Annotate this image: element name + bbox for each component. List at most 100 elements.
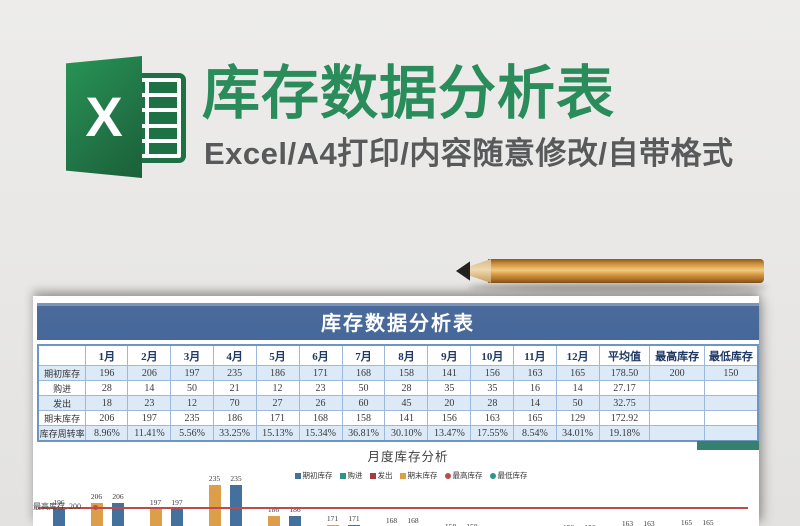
legend-label: 期初库存: [302, 471, 333, 480]
data-cell: 8.96%: [85, 425, 129, 442]
bar-label: 197: [149, 497, 162, 507]
bar-label: 235: [230, 474, 242, 484]
max-marker-dot-icon: [93, 505, 98, 510]
legend-swatch-icon: [294, 472, 301, 479]
legend-item: 发出: [369, 470, 393, 481]
bar-label: 206: [90, 492, 103, 502]
sheet-banner: 库存数据分析表: [37, 303, 759, 340]
bar: [267, 515, 280, 526]
data-cell: [649, 395, 705, 411]
logo-x-panel-icon: X: [66, 56, 142, 178]
data-cell: 197: [170, 365, 214, 381]
data-cell: 5.56%: [170, 425, 214, 442]
bar-label: 158: [438, 522, 464, 526]
table-row: 期初库存 196 206 197 235 186 171 168 158 141 156 163 165…: [37, 365, 759, 381]
data-cell: 11.41%: [127, 425, 172, 442]
bar-label: 165: [680, 517, 693, 526]
bar: [289, 515, 301, 526]
bar-label: 168: [385, 515, 398, 525]
data-cell: 60: [341, 395, 386, 411]
table-row: 购进 28 14 50 21 12 23 50 28 35 35 16 14 27.17: [37, 380, 759, 396]
legend-label: 期末库存: [407, 471, 438, 480]
bar: [348, 524, 360, 526]
bar: [149, 508, 162, 526]
data-cell: 171: [298, 365, 343, 381]
bar: [171, 508, 183, 526]
pencil-graphite-tip: [456, 261, 470, 281]
legend-label: 最低库存: [497, 471, 528, 480]
bar-label: 171: [348, 513, 360, 523]
legend-swatch-icon: [339, 472, 346, 479]
table-header-cell: 最低库存: [703, 344, 759, 366]
logo-letter: X: [85, 85, 123, 148]
bar-label: 168: [407, 515, 419, 525]
bar-label: 197: [171, 497, 183, 507]
bar: [326, 524, 339, 526]
data-cell: 17.55%: [470, 425, 515, 442]
hero-title: 库存数据分析表: [202, 61, 616, 126]
row-label-cell: 库存周转率: [37, 425, 87, 442]
bar: [208, 485, 221, 526]
bar-label: 186: [267, 504, 280, 514]
bar-label: 171: [326, 513, 339, 523]
data-cell: 158: [341, 410, 386, 426]
legend-item: 购进: [339, 470, 363, 481]
table-header-cell: 4月: [212, 344, 257, 366]
bar-label: 235: [208, 474, 221, 484]
data-cell: [703, 425, 759, 442]
data-cell: 18: [85, 395, 129, 411]
legend-swatch-icon: [399, 472, 406, 479]
table-header-cell: 12月: [555, 344, 600, 366]
bar-label: 196: [53, 498, 65, 508]
legend-swatch-icon: [444, 472, 451, 479]
chart-title: 月度库存分析: [367, 450, 449, 464]
data-cell: 26: [298, 395, 343, 411]
data-cell: [649, 425, 705, 442]
pencil-shadow: [468, 283, 768, 291]
hero-subtitle: Excel/A4打印/内容随意修改/自带格式: [204, 136, 734, 171]
data-cell: 28: [470, 395, 515, 411]
data-cell: 129: [555, 410, 600, 426]
table-header-cell: 10月: [470, 344, 515, 366]
bar-label: 156: [577, 523, 603, 526]
bar-label: 206: [112, 492, 124, 502]
table-row: 库存周转率 8.96% 11.41% 5.56% 33.25% 15.13% 15.34% 3…: [37, 425, 759, 442]
legend-item: 期初库存: [294, 470, 333, 481]
data-cell: [649, 410, 705, 426]
legend-swatch-icon: [369, 472, 376, 479]
table-row: 期末库存 206 197 235 186 171 168 158 141 156 163 165 129…: [37, 410, 759, 426]
data-cell: [703, 410, 759, 426]
data-cell: 34.01%: [555, 425, 600, 442]
pencil-body: [488, 259, 764, 283]
table-header-cell: 平均值: [598, 344, 651, 366]
table-header-cell: [37, 344, 87, 366]
excel-logo: X: [66, 55, 190, 179]
table-header-cell: 9月: [427, 344, 472, 366]
table-header-cell: 3月: [170, 344, 214, 366]
threshold-line: [38, 507, 748, 509]
data-cell: 27: [255, 395, 300, 411]
data-cell: 156: [470, 365, 515, 381]
bar-label: 156: [556, 523, 582, 526]
inventory-table: 1月 2月 3月 4月 5月 6月 7月 8月 9月 10月 11月 12月 平均值 最高库存 最低库存 期初…: [37, 344, 759, 442]
bar-label: 158: [459, 522, 485, 526]
chart-legend: 期初库存 购进 发出 期末库存 最高库存 最低库存: [33, 470, 759, 481]
data-cell: 235: [170, 410, 214, 426]
data-cell: 171: [255, 410, 300, 426]
table-header-cell: 7月: [341, 344, 386, 366]
legend-item: 最高库存: [444, 470, 483, 481]
data-cell: 165: [513, 410, 557, 426]
chart-plot: 1962061972351861711681581561631652061972…: [33, 296, 759, 526]
legend-label: 发出: [377, 471, 393, 480]
data-cell: 30.10%: [384, 425, 429, 442]
data-cell: [703, 395, 759, 411]
data-cell: 23: [127, 395, 172, 411]
table-header-cell: 8月: [384, 344, 429, 366]
bar-label: 163: [621, 518, 634, 526]
data-cell: 168: [341, 365, 386, 381]
legend-swatch-icon: [489, 472, 496, 479]
data-cell: 8.54%: [513, 425, 557, 442]
bar: [230, 485, 242, 526]
legend-item: 期末库存: [399, 470, 438, 481]
